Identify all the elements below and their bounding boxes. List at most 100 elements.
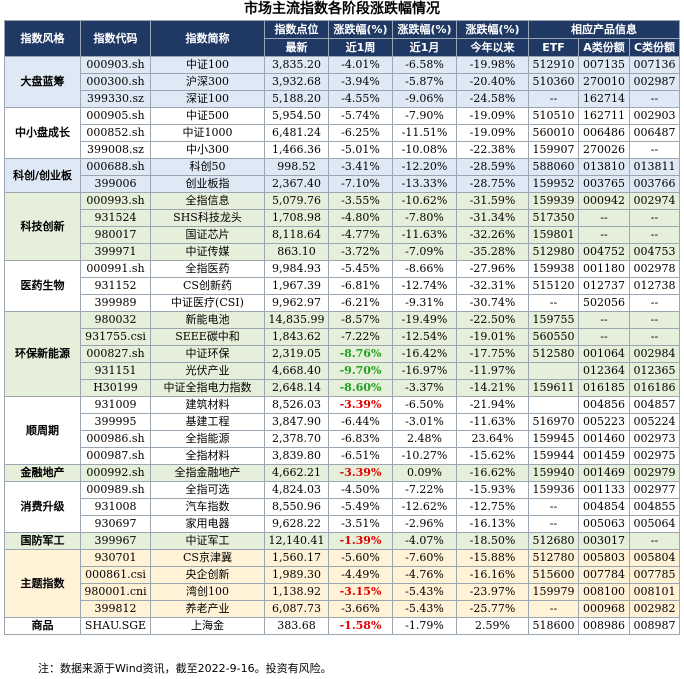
- change-ytd-cell: -27.96%: [456, 260, 529, 278]
- group-label: 消费升级: [4, 481, 81, 533]
- index-performance-table: 指数风格 指数代码 指数简称 指数点位 涨跌幅(%) 涨跌幅(%) 涨跌幅(%)…: [4, 20, 681, 635]
- change-ytd-cell: -32.26%: [456, 226, 529, 244]
- change-week-cell: -3.51%: [328, 515, 393, 533]
- class-a-code-cell: 004854: [578, 498, 630, 516]
- class-a-code-cell: 000968: [578, 600, 630, 618]
- group-label: 科创/创业板: [4, 158, 81, 193]
- class-a-code-cell: 502056: [578, 294, 630, 312]
- class-a-code-cell: 004856: [578, 396, 630, 414]
- index-code-cell: 931152: [80, 277, 151, 295]
- group-label: 中小盘成长: [4, 107, 81, 159]
- etf-code-cell: 159936: [528, 481, 579, 499]
- change-week-cell: -8.76%: [328, 345, 393, 363]
- class-a-code-cell: 270026: [578, 141, 630, 159]
- change-month-cell: -19.49%: [392, 311, 457, 329]
- change-ytd-cell: -19.01%: [456, 328, 529, 346]
- table-row: 环保新能源 980032 新能电池 14,835.99 -8.57% -19.49% -22…: [4, 311, 681, 397]
- index-code-cell: 980032: [80, 311, 151, 329]
- group-label: 科技创新: [4, 192, 81, 261]
- table-row: 000852.sh 中证1000 6,481.24 -6.25% -11.51% -19.…: [5, 124, 681, 142]
- class-a-code-cell: 001180: [578, 260, 630, 278]
- index-point-cell: 6,481.24: [264, 124, 329, 142]
- change-month-cell: -3.01%: [392, 413, 457, 431]
- etf-code-cell: 560010: [528, 124, 579, 142]
- class-c-code-cell: 008987: [628, 617, 681, 635]
- index-point-cell: 1,466.36: [264, 141, 329, 159]
- index-name-cell: 建筑材料: [150, 396, 265, 414]
- table-row: 399812 养老产业 6,087.73 -3.66% -5.43% -25.77% -- 0…: [5, 600, 681, 618]
- etf-code-cell: [528, 396, 579, 414]
- header-style: 指数风格: [4, 20, 81, 57]
- etf-code-cell: 159952: [528, 175, 579, 193]
- index-code-cell: 399006: [80, 175, 151, 193]
- table-row: 000300.sh 沪深300 3,932.68 -3.94% -5.87% -20.40…: [5, 73, 681, 91]
- etf-code-cell: [528, 362, 579, 380]
- group-label: 大盘蓝筹: [4, 56, 81, 108]
- index-code-cell: 000987.sh: [80, 447, 151, 465]
- index-name-cell: 基建工程: [150, 413, 265, 431]
- index-point-cell: 9,962.97: [264, 294, 329, 312]
- index-code-cell: 399812: [80, 600, 151, 618]
- class-c-code-cell: 002977: [628, 481, 681, 499]
- index-code-cell: 000903.sh: [80, 56, 151, 74]
- table-row: 930697 家用电器 9,628.22 -3.51% -2.96% -16.13% -- 0…: [5, 515, 681, 533]
- index-point-cell: 1,843.62: [264, 328, 329, 346]
- index-point-cell: 383.68: [264, 617, 329, 635]
- group-label: 主题指数: [4, 549, 81, 618]
- change-week-cell: -9.70%: [328, 362, 393, 380]
- etf-code-cell: 159907: [528, 141, 579, 159]
- header-chg-week: 近1周: [328, 38, 393, 57]
- class-a-code-cell: 012737: [578, 277, 630, 295]
- index-code-cell: 399967: [80, 532, 151, 550]
- change-week-cell: -4.49%: [328, 566, 393, 584]
- change-week-cell: -6.51%: [328, 447, 393, 465]
- index-point-cell: 1,560.17: [264, 549, 329, 567]
- change-month-cell: -8.66%: [392, 260, 457, 278]
- change-month-cell: -5.87%: [392, 73, 457, 91]
- index-code-cell: SHAU.SGE: [80, 617, 151, 635]
- change-ytd-cell: -11.63%: [456, 413, 529, 431]
- header-chg-ytd: 今年以来: [456, 38, 529, 57]
- group-label: 医药生物: [4, 260, 81, 312]
- index-point-cell: 4,662.21: [264, 464, 329, 482]
- class-c-code-cell: 004855: [628, 498, 681, 516]
- etf-code-cell: 512910: [528, 56, 579, 74]
- change-ytd-cell: -23.97%: [456, 583, 529, 601]
- index-name-cell: 全指可选: [150, 481, 265, 499]
- index-name-cell: 全指能源: [150, 430, 265, 448]
- class-c-code-cell: 012365: [628, 362, 681, 380]
- class-a-code-cell: 162714: [578, 90, 630, 108]
- index-point-cell: 9,628.22: [264, 515, 329, 533]
- table-row: 399995 基建工程 3,847.90 -6.44% -3.01% -11.63% 516…: [5, 413, 681, 431]
- change-week-cell: -6.44%: [328, 413, 393, 431]
- class-c-code-cell: 008101: [628, 583, 681, 601]
- index-name-cell: 湾创100: [150, 583, 265, 601]
- table-row: 931151 光伏产业 4,668.40 -9.70% -16.97% -11.97% 01…: [5, 362, 681, 380]
- index-name-cell: 家用电器: [150, 515, 265, 533]
- class-c-code-cell: 005224: [628, 413, 681, 431]
- change-month-cell: -13.33%: [392, 175, 457, 193]
- index-name-cell: 科创50: [150, 158, 265, 176]
- index-code-cell: 930701: [80, 549, 151, 567]
- index-code-cell: 931151: [80, 362, 151, 380]
- header-products: 相应产品信息: [527, 20, 681, 39]
- index-name-cell: 中证环保: [150, 345, 265, 363]
- class-a-code-cell: 001469: [578, 464, 630, 482]
- index-code-cell: 000861.csi: [80, 566, 151, 584]
- change-week-cell: -6.21%: [328, 294, 393, 312]
- change-week-cell: -3.72%: [328, 243, 393, 261]
- index-code-cell: 931524: [80, 209, 151, 227]
- group-label: 商品: [4, 617, 81, 635]
- header-point-latest: 最新: [264, 38, 329, 57]
- change-ytd-cell: -11.97%: [456, 362, 529, 380]
- class-a-code-cell: 008986: [578, 617, 630, 635]
- change-month-cell: -7.60%: [392, 549, 457, 567]
- change-week-cell: -3.39%: [328, 396, 393, 414]
- group-label: 国防军工: [4, 532, 81, 550]
- change-month-cell: -11.51%: [392, 124, 457, 142]
- change-ytd-cell: -22.50%: [456, 311, 529, 329]
- header-point-top: 指数点位: [264, 20, 329, 39]
- index-point-cell: 2,378.70: [264, 430, 329, 448]
- index-point-cell: 1,138.92: [264, 583, 329, 601]
- index-name-cell: 中证医疗(CSI): [150, 294, 265, 312]
